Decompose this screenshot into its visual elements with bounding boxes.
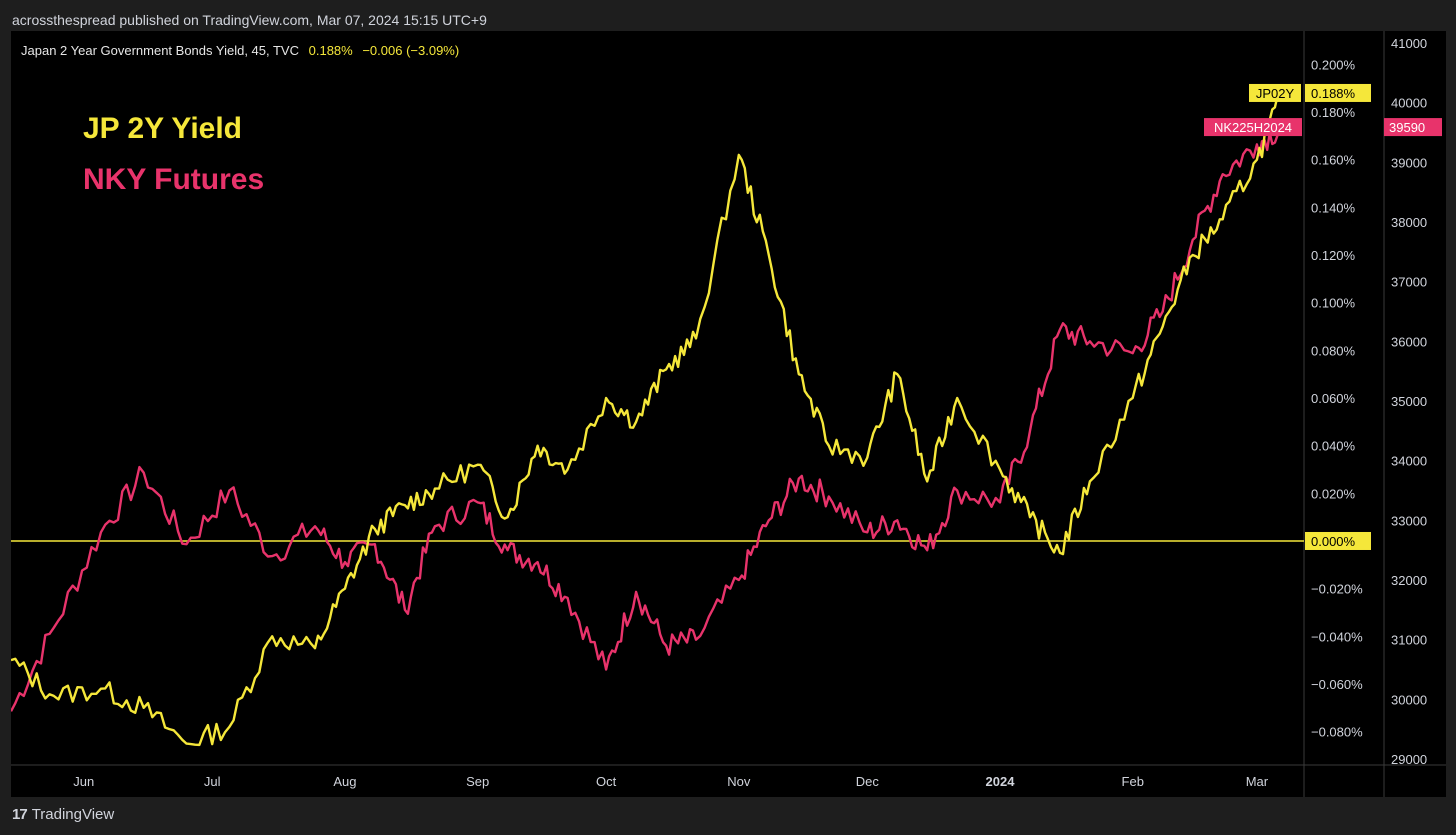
yield-axis-tick-14: −0.080% (1311, 725, 1363, 740)
time-axis-label-0: Jun (73, 774, 94, 789)
time-axis-label-7: 2024 (986, 774, 1016, 789)
nky-axis-tick-1: 40000 (1391, 96, 1427, 111)
nky-axis-tick-8: 33000 (1391, 513, 1427, 528)
nky-axis-tick-6: 35000 (1391, 394, 1427, 409)
yield-axis-tick-1: 0.180% (1311, 105, 1356, 120)
jp02y-price-badge: 0.188% (1311, 86, 1356, 101)
nky-series-line (11, 126, 1284, 712)
zero-badge: 0.000% (1311, 534, 1356, 549)
yield-axis-tick-6: 0.080% (1311, 343, 1356, 358)
yield-axis-tick-5: 0.100% (1311, 296, 1356, 311)
time-axis-label-2: Aug (333, 774, 356, 789)
nky-axis-tick-0: 41000 (1391, 36, 1427, 51)
nky-axis-tick-3: 38000 (1391, 215, 1427, 230)
yield-annotation: JP 2Y Yield (83, 112, 243, 145)
nky-axis-tick-2: 39000 (1391, 155, 1427, 170)
yield-axis-tick-0: 0.200% (1311, 57, 1356, 72)
time-axis-label-8: Feb (1122, 774, 1144, 789)
nky-axis-tick-7: 34000 (1391, 454, 1427, 469)
time-axis-label-3: Sep (466, 774, 489, 789)
yield-axis-tick-13: −0.060% (1311, 677, 1363, 692)
time-axis-label-5: Nov (727, 774, 751, 789)
nky-axis-tick-4: 37000 (1391, 275, 1427, 290)
nky-price-badge: 39590 (1389, 120, 1425, 135)
yield-axis-tick-3: 0.140% (1311, 200, 1356, 215)
nky-axis-tick-10: 31000 (1391, 633, 1427, 648)
yield-axis-tick-12: −0.040% (1311, 629, 1363, 644)
chart-svg[interactable]: 0.200% 0.180% 0.160% 0.140% 0.120% 0.100% 0.08… (11, 31, 1446, 797)
nky-axis-tick-9: 32000 (1391, 573, 1427, 588)
published-line: acrossthespread published on TradingView… (12, 12, 487, 28)
nky-annotation: NKY Futures (83, 163, 265, 196)
footer-bar (0, 797, 1456, 835)
yield-series-line (11, 91, 1284, 747)
nky-badge-bg (1204, 118, 1302, 137)
time-axis-label-6: Dec (856, 774, 880, 789)
jp02y-badge-label: JP02Y (1256, 86, 1295, 101)
time-axis-label-9: Mar (1246, 774, 1269, 789)
last-value: 0.188% (308, 43, 353, 58)
change-value: −0.006 (−3.09%) (362, 43, 460, 58)
tradingview-logo[interactable]: 17 TradingView (12, 806, 114, 823)
zero-badge-bg (1305, 531, 1371, 550)
jp02y-price-badge-bg (1305, 83, 1371, 102)
jp02y-badge-bg (1249, 83, 1301, 102)
yield-axis-tick-8: 0.040% (1311, 439, 1356, 454)
brand-name: TradingView (31, 806, 115, 823)
chart-panel[interactable]: 0.200% 0.180% 0.160% 0.140% 0.120% 0.100% 0.08… (11, 31, 1446, 797)
symbol-legend[interactable]: Japan 2 Year Government Bonds Yield, 45,… (21, 43, 459, 58)
tradingview-logo-icon: 17 (12, 806, 28, 823)
yield-axis-tick-11: −0.020% (1311, 582, 1363, 597)
nky-axis-tick-5: 36000 (1391, 334, 1427, 349)
yield-axis-tick-9: 0.020% (1311, 486, 1356, 501)
nky-axis-tick-11: 30000 (1391, 692, 1427, 707)
time-axis-label-1: Jul (204, 774, 221, 789)
time-axis-label-4: Oct (596, 774, 617, 789)
nky-axis-tick-12: 29000 (1391, 752, 1427, 767)
yield-axis-tick-2: 0.160% (1311, 153, 1356, 168)
yield-axis-tick-4: 0.120% (1311, 248, 1356, 263)
nky-price-badge-bg (1384, 118, 1442, 137)
symbol-title: Japan 2 Year Government Bonds Yield, 45,… (21, 43, 299, 58)
nky-badge-label: NK225H2024 (1214, 120, 1292, 135)
yield-axis-tick-7: 0.060% (1311, 391, 1356, 406)
